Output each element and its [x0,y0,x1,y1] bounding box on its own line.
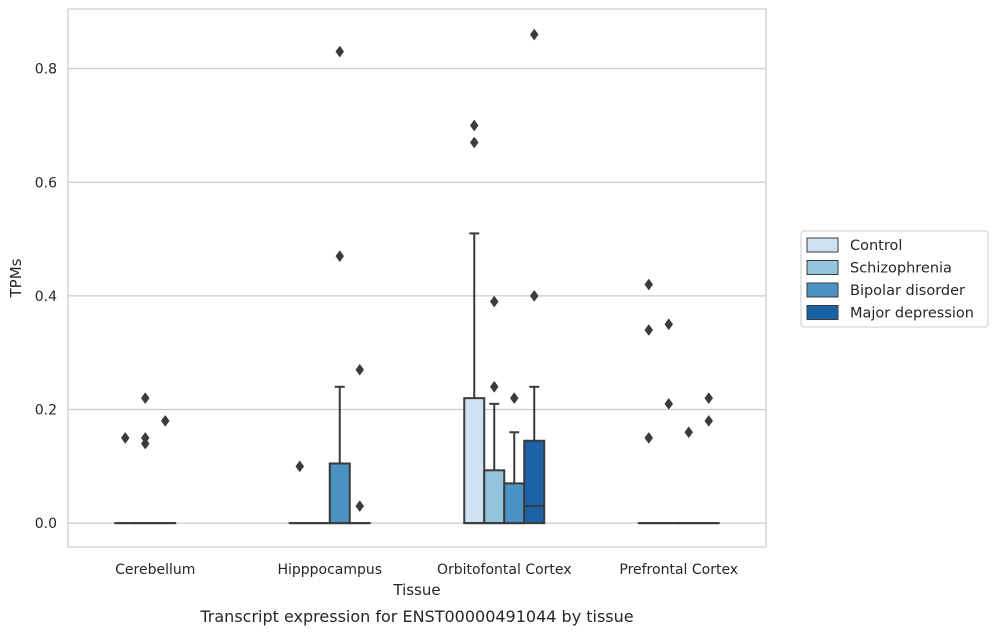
chart-caption: Transcript expression for ENST0000049104… [199,607,633,626]
y-tick-label: 0.6 [35,175,57,191]
y-tick-label: 0.4 [35,289,57,305]
box [330,463,350,523]
legend-swatch [807,238,838,252]
x-axis-label: Tissue [392,581,440,599]
y-tick-label: 0.8 [35,62,57,78]
plot-area [68,9,766,547]
y-tick-label: 0.2 [35,403,57,419]
x-tick-label: Cerebellum [115,562,195,578]
box [484,470,504,523]
y-axis-label: TPMs [7,258,25,298]
legend-label: Schizophrenia [850,261,952,277]
legend: Control Schizophrenia Bipolar disorder Majo… [801,231,988,327]
x-tick-label: Prefrontal Cortex [619,562,738,578]
box [524,441,544,523]
x-tick-label: Orbitofontal Cortex [437,562,572,578]
legend-swatch [807,283,838,297]
legend-label: Major depression [850,306,974,322]
legend-swatch [807,306,838,320]
box [464,398,484,523]
x-tick-label: Hipppocampus [277,562,382,578]
y-tick-label: 0.0 [35,516,57,532]
legend-label: Control [850,238,902,254]
legend-label: Bipolar disorder [850,283,965,299]
box [504,483,524,523]
legend-swatch [807,261,838,275]
